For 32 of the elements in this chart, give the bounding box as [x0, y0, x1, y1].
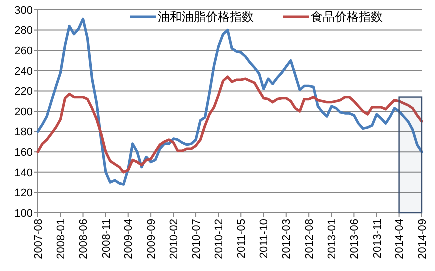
x-tick-label: 2012-03	[281, 219, 294, 260]
legend-label: 油和油脂价格指数	[158, 10, 254, 24]
x-tick-label: 2010-12	[214, 219, 226, 260]
x-tick-label: 2013-06	[349, 219, 362, 260]
line-series	[36, 76, 424, 174]
x-tick-label: 2007-08	[32, 219, 45, 260]
x-tick-label: 2010-07	[190, 219, 203, 260]
y-tick-label: 160	[14, 146, 33, 159]
x-tick-label: 2013-11	[372, 219, 384, 259]
y-tick-label: 280	[14, 25, 33, 38]
x-tick-label: 2014-09	[416, 219, 429, 260]
y-tick-label: 300	[14, 4, 33, 17]
y-tick-label: 260	[14, 45, 33, 58]
x-tick-label: 2013-01	[326, 219, 339, 260]
x-tick-label: 2010-02	[168, 219, 181, 260]
x-tick-label: 2009-04	[123, 219, 136, 260]
x-tick-label: 2011-05	[236, 219, 248, 259]
y-tick-label: 180	[14, 126, 33, 139]
y-tick-label: 240	[14, 66, 33, 78]
x-tick-label: 2008-06	[78, 219, 90, 260]
legend-label: 食品价格指数	[311, 10, 383, 24]
y-tick-label: 140	[14, 167, 33, 180]
x-tick-label: 2008-11	[100, 219, 113, 259]
x-tick-label: 2011-10	[258, 219, 271, 259]
x-tick-label: 2012-08	[304, 219, 316, 260]
x-tick-label: 2009-09	[146, 219, 158, 260]
x-tick-label: 2014-04	[394, 219, 406, 260]
y-tick-label: 200	[14, 106, 33, 118]
y-tick-label: 120	[14, 188, 33, 200]
y-tick-label: 100	[14, 208, 33, 220]
y-tick-label: 220	[14, 86, 33, 98]
x-tick-label: 2008-01	[56, 219, 68, 260]
